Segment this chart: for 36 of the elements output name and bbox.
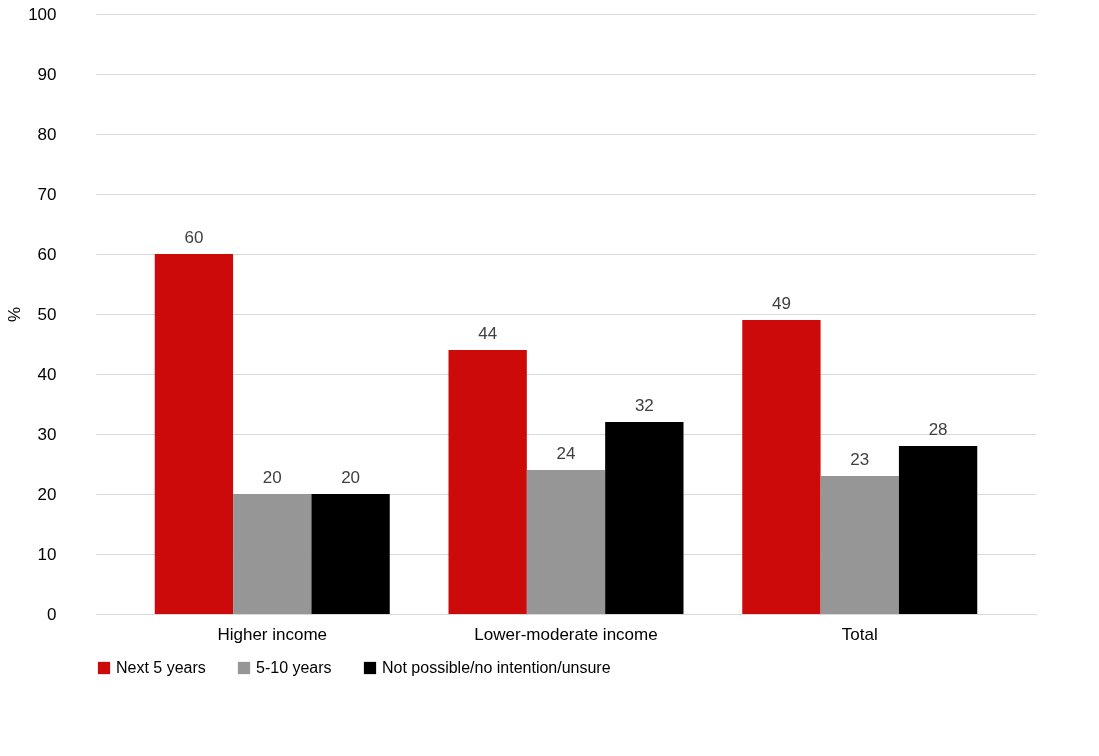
data-label: 23 xyxy=(850,450,870,469)
y-tick-label: 60 xyxy=(37,244,57,264)
bar xyxy=(605,422,684,614)
data-label: 20 xyxy=(262,468,282,487)
bar xyxy=(311,494,390,614)
legend-label: Not possible/no intention/unsure xyxy=(382,659,611,676)
data-label: 49 xyxy=(771,294,791,313)
data-label: 24 xyxy=(556,444,576,463)
y-tick-label: 0 xyxy=(47,604,57,624)
legend-label: Next 5 years xyxy=(116,659,206,676)
bar xyxy=(742,320,821,614)
y-tick-label: 10 xyxy=(37,544,57,564)
bar xyxy=(898,446,978,614)
x-tick-label: Total xyxy=(841,624,878,644)
data-label: 20 xyxy=(341,468,361,487)
data-label: 28 xyxy=(928,420,948,439)
bar xyxy=(448,350,527,614)
y-tick-label: 30 xyxy=(37,424,57,444)
y-tick-label: 90 xyxy=(37,64,57,84)
y-tick-label: 20 xyxy=(37,484,57,504)
data-label: 32 xyxy=(634,396,654,415)
data-label: 60 xyxy=(184,228,204,247)
x-tick-label: Higher income xyxy=(217,624,328,644)
y-tick-label: 40 xyxy=(37,364,57,384)
y-axis-title: % xyxy=(5,306,25,323)
bar xyxy=(233,494,312,614)
legend-label: 5-10 years xyxy=(256,659,332,676)
y-tick-label: 100 xyxy=(28,4,57,24)
x-tick-label: Lower-moderate income xyxy=(474,624,658,644)
data-label: 44 xyxy=(478,324,498,343)
y-tick-label: 70 xyxy=(37,184,57,204)
bar xyxy=(820,476,899,614)
bar xyxy=(154,254,234,614)
y-tick-label: 50 xyxy=(37,304,57,324)
bar xyxy=(526,470,606,614)
y-tick-label: 80 xyxy=(37,124,57,144)
